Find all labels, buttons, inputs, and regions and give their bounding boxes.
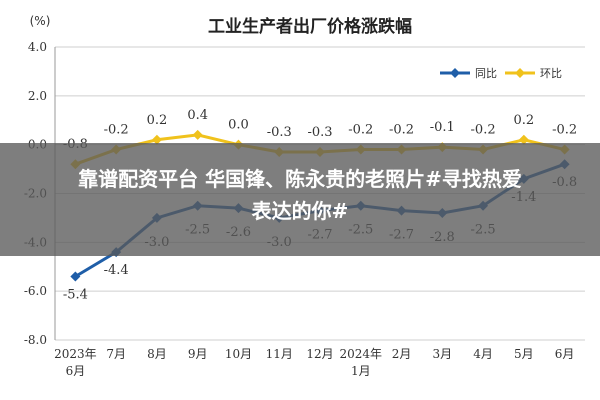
data-label: -0.2 — [348, 123, 373, 138]
x-tick-label-line: 1月 — [351, 364, 371, 378]
x-axis-ticks: 2023年 6月 7月 8月 9月 10月 11月 12月 2024年 1月 2月 3月 4月 5月 6月 — [54, 347, 574, 378]
chart-title: 工业生产者出厂价格涨跌幅 — [208, 16, 412, 37]
y-tick-label: 4.0 — [28, 40, 47, 54]
y-axis-unit: (%) — [30, 14, 51, 28]
data-label: 0.4 — [187, 108, 208, 123]
legend: 同比 环比 — [440, 67, 562, 80]
x-tick-label: 7月 — [106, 347, 126, 361]
x-tick-label-line: 3月 — [432, 347, 452, 361]
x-tick-label: 8月 — [147, 347, 167, 361]
banner-line-2: 表达的你# — [251, 199, 349, 223]
x-tick-label: 11月 — [266, 347, 293, 361]
overlay-banner — [0, 143, 600, 256]
x-tick-label-line: 11月 — [266, 347, 293, 361]
legend-swatch-marker — [515, 68, 525, 78]
x-tick-label-line: 8月 — [147, 347, 167, 361]
x-tick-label-line: 4月 — [473, 347, 493, 361]
data-label: -0.2 — [104, 123, 129, 138]
x-tick-label: 2月 — [392, 347, 412, 361]
x-tick-label-line: 9月 — [188, 347, 208, 361]
x-tick-label-line: 6月 — [66, 364, 86, 378]
legend-label: 环比 — [540, 67, 562, 80]
x-tick-label-line: 12月 — [306, 347, 333, 361]
data-label: -0.2 — [471, 123, 496, 138]
x-tick-label: 6月 — [555, 347, 575, 361]
x-tick-label: 10月 — [225, 347, 252, 361]
overlay-banner-text: 靠谱配资平台 华国锋、陈永贵的老照片#寻找热爱 表达的你# — [0, 163, 600, 227]
x-tick-label: 2024年 1月 — [339, 347, 382, 378]
x-tick-label-line: 2月 — [392, 347, 412, 361]
y-tick-label: -8.0 — [24, 333, 47, 347]
x-tick-label: 9月 — [188, 347, 208, 361]
data-label: -0.1 — [430, 120, 455, 135]
x-tick-label: 12月 — [306, 347, 333, 361]
data-label: 0.0 — [228, 118, 249, 133]
legend-label: 同比 — [475, 67, 497, 80]
x-tick-label-line: 5月 — [514, 347, 534, 361]
data-point — [518, 134, 529, 145]
data-label: -0.3 — [307, 125, 332, 140]
data-label: -0.2 — [389, 123, 414, 138]
data-point — [192, 129, 203, 140]
x-tick-label-line: 10月 — [225, 347, 252, 361]
banner-line-1: 靠谱配资平台 华国锋、陈永贵的老照片#寻找热爱 — [78, 167, 522, 191]
x-tick-label-line: 6月 — [555, 347, 575, 361]
x-tick-label: 4月 — [473, 347, 493, 361]
data-label: -0.3 — [267, 125, 292, 140]
y-tick-label: 2.0 — [28, 89, 47, 103]
x-tick-label-line: 2023年 — [54, 347, 97, 361]
x-tick-label: 2023年 6月 — [54, 347, 97, 378]
legend-swatch-marker — [450, 68, 460, 78]
x-tick-label-line: 2024年 — [339, 347, 382, 361]
data-label: 0.2 — [514, 113, 535, 128]
x-tick-label: 3月 — [432, 347, 452, 361]
data-label: -5.4 — [63, 288, 88, 303]
data-point — [70, 271, 81, 282]
data-label: 0.2 — [147, 113, 168, 128]
x-tick-label-line: 7月 — [106, 347, 126, 361]
data-label: -4.4 — [104, 263, 129, 278]
data-label: -0.2 — [552, 123, 577, 138]
x-tick-label: 5月 — [514, 347, 534, 361]
y-tick-label: -6.0 — [24, 284, 47, 298]
data-point — [151, 134, 162, 145]
